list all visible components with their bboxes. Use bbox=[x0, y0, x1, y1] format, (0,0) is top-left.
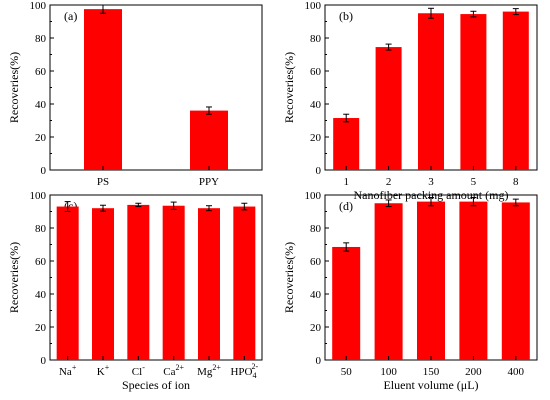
panel-b-ytick-label: 60 bbox=[310, 66, 322, 78]
panel-b-xtick-label: 2 bbox=[386, 176, 392, 188]
panel-a-xtick-label: PPY bbox=[199, 176, 219, 188]
panel-c-bar bbox=[92, 208, 114, 360]
panel-c-xtick-label: Cl- bbox=[132, 363, 145, 378]
panel-d-bar bbox=[374, 203, 403, 360]
panel-c-ytick-label: 0 bbox=[41, 355, 47, 367]
panel-d-ytick-label: 0 bbox=[316, 355, 322, 367]
panel-d-label: (d) bbox=[339, 199, 353, 213]
panel-c-bar bbox=[162, 205, 185, 360]
panel-b-bar bbox=[333, 118, 360, 170]
panel-c-xlabel: Species of ion bbox=[122, 378, 190, 392]
panel-c-ytick-label: 40 bbox=[35, 289, 47, 301]
panel-c-frame bbox=[49, 194, 263, 361]
panel-b-bar bbox=[375, 47, 402, 171]
panel-d-xtick-label: 400 bbox=[508, 366, 525, 378]
panel-b-xtick-label: 3 bbox=[428, 176, 434, 188]
panel-c-xtick-label: Na+ bbox=[59, 363, 77, 378]
panel-d-xlabel: Eluent volume (μL) bbox=[383, 378, 478, 392]
panel-d-xtick-label: 50 bbox=[341, 366, 353, 378]
panel-b-ytick-label: 100 bbox=[305, 0, 322, 12]
panel-c-bar bbox=[127, 204, 150, 360]
panel-c-bar bbox=[233, 206, 256, 360]
panel-a-ytick-label: 0 bbox=[41, 165, 47, 177]
panel-c-ytick-label: 100 bbox=[30, 190, 47, 202]
panel-d-xtick-label: 200 bbox=[465, 366, 482, 378]
panel-b-xtick-label: 8 bbox=[513, 176, 519, 188]
panel-c-ytick-label: 80 bbox=[35, 223, 47, 235]
panel-c-xtick-label: Mg2+ bbox=[197, 363, 221, 378]
panel-c-ylabel: Recoveries(%) bbox=[7, 242, 21, 313]
panel-c-xtick-label: Ca2+ bbox=[163, 363, 184, 378]
panel-c-xtick-label: HPO42- bbox=[230, 362, 258, 380]
panel-d-ytick-label: 40 bbox=[310, 289, 322, 301]
panel-c-bar bbox=[198, 208, 220, 360]
panel-a-ytick-label: 40 bbox=[35, 99, 47, 111]
panel-b-ylabel: Recoveries(%) bbox=[282, 52, 296, 123]
panel-d-xtick-label: 150 bbox=[423, 366, 440, 378]
panel-c-bar bbox=[56, 206, 79, 360]
panel-d-ytick-label: 100 bbox=[305, 190, 322, 202]
panel-d-ylabel: Recoveries(%) bbox=[282, 242, 296, 313]
panel-a-xtick-label: PS bbox=[97, 176, 109, 188]
panel-d-bar bbox=[417, 201, 445, 360]
panel-d-ytick-label: 60 bbox=[310, 256, 322, 268]
panel-a-label: (a) bbox=[64, 9, 77, 23]
panel-d-ytick-label: 80 bbox=[310, 223, 322, 235]
panel-b-ytick-label: 80 bbox=[310, 33, 322, 45]
panel-d-xtick-label: 100 bbox=[380, 366, 397, 378]
panel-a-bar bbox=[190, 110, 228, 170]
panel-a-bar bbox=[84, 9, 122, 170]
panel-a-ytick-label: 60 bbox=[35, 66, 47, 78]
panel-d-bar bbox=[459, 201, 488, 360]
panel-c-ytick-label: 20 bbox=[35, 322, 47, 334]
panel-b-ytick-label: 20 bbox=[310, 132, 322, 144]
panel-a-ylabel: Recoveries(%) bbox=[7, 52, 21, 123]
panel-a-frame bbox=[49, 4, 263, 171]
panel-b-label: (b) bbox=[339, 9, 353, 23]
panel-a-ytick-label: 80 bbox=[35, 33, 47, 45]
panel-c-ytick-label: 60 bbox=[35, 256, 47, 268]
panel-b-bar bbox=[502, 11, 529, 170]
panel-d-bar bbox=[332, 246, 361, 360]
panel-b-bar bbox=[460, 14, 487, 171]
panel-b-ytick-label: 0 bbox=[316, 165, 322, 177]
panel-d-bar bbox=[501, 202, 530, 360]
panel-d-ytick-label: 20 bbox=[310, 322, 322, 334]
panel-b-xtick-label: 1 bbox=[343, 176, 349, 188]
panel-a-ytick-label: 20 bbox=[35, 132, 47, 144]
panel-a-ytick-label: 100 bbox=[30, 0, 47, 12]
panel-b-bar bbox=[418, 13, 444, 170]
panel-b-xtick-label: 5 bbox=[471, 176, 477, 188]
panel-b-ytick-label: 40 bbox=[310, 99, 322, 111]
panel-c-xtick-label: K+ bbox=[97, 363, 110, 378]
